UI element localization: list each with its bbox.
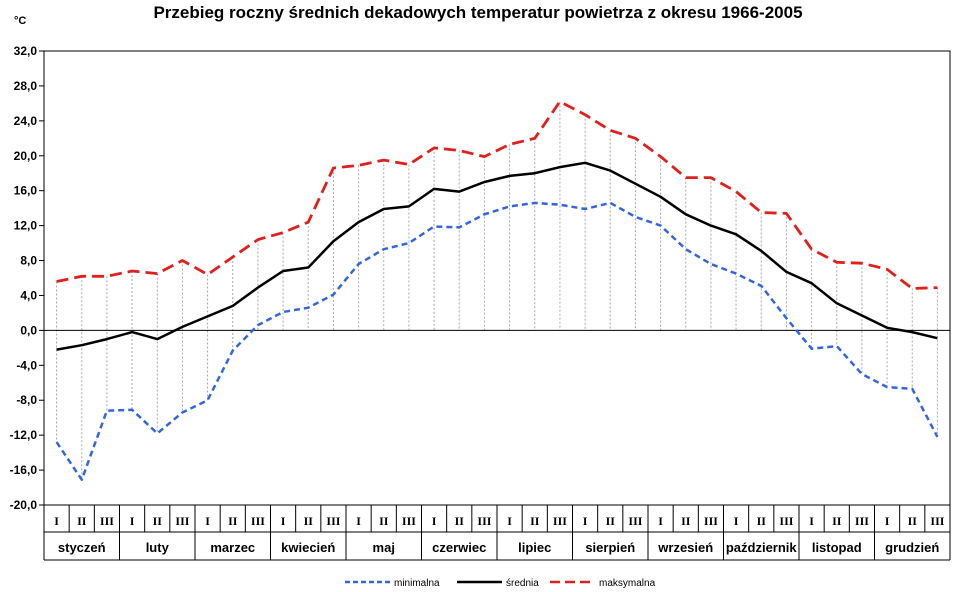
month-label: październik xyxy=(726,540,798,555)
decade-label: II xyxy=(530,514,540,528)
chart-title: Przebieg roczny średnich dekadowych temp… xyxy=(153,3,803,22)
decade-label: I xyxy=(130,514,135,528)
month-label: styczeń xyxy=(58,540,106,555)
legend-label-średnia: średnia xyxy=(506,578,539,589)
month-label: grudzień xyxy=(885,540,939,555)
decade-label: III xyxy=(704,514,718,528)
plot-area xyxy=(43,50,951,506)
decade-label: I xyxy=(809,514,814,528)
decade-label: II xyxy=(153,514,163,528)
decade-label: III xyxy=(628,514,642,528)
decade-label: II xyxy=(757,514,767,528)
y-tick-label: 0,0 xyxy=(20,323,37,337)
decade-label: II xyxy=(228,514,238,528)
decade-label: I xyxy=(281,514,286,528)
decade-label: II xyxy=(379,514,389,528)
decade-label: II xyxy=(606,514,616,528)
decade-label: II xyxy=(832,514,842,528)
y-tick-label: -20,0 xyxy=(10,498,38,512)
y-tick-label: 4,0 xyxy=(20,288,37,302)
decade-label: I xyxy=(885,514,890,528)
decade-label: I xyxy=(658,514,663,528)
y-tick-label: -8,0 xyxy=(16,393,37,407)
decade-label: III xyxy=(100,514,114,528)
month-label: lipiec xyxy=(518,540,551,555)
series-line-średnia xyxy=(56,161,938,351)
decade-label: III xyxy=(175,514,189,528)
decade-label: III xyxy=(402,514,416,528)
y-tick-label: 8,0 xyxy=(20,254,37,268)
decade-label: II xyxy=(304,514,314,528)
y-tick-label: 16,0 xyxy=(14,184,38,198)
decade-label: I xyxy=(507,514,512,528)
decade-label: III xyxy=(855,514,869,528)
y-axis-unit: °C xyxy=(14,15,27,27)
decade-label: I xyxy=(205,514,210,528)
y-tick-label: -12,0 xyxy=(10,428,38,442)
decade-label: I xyxy=(54,514,59,528)
decade-label: III xyxy=(779,514,793,528)
decade-label: III xyxy=(477,514,491,528)
month-label: listopad xyxy=(812,540,862,555)
decade-label: II xyxy=(908,514,918,528)
series-line-minimalna xyxy=(55,201,939,481)
legend-label-maksymalna: maksymalna xyxy=(599,578,656,589)
y-tick-label: -16,0 xyxy=(10,463,38,477)
decade-label: I xyxy=(432,514,437,528)
month-label: kwiecień xyxy=(281,540,335,555)
y-tick-label: 28,0 xyxy=(14,79,38,93)
decade-label: II xyxy=(77,514,87,528)
decade-label: II xyxy=(455,514,465,528)
y-tick-label: -4,0 xyxy=(16,358,37,372)
month-label: wrzesień xyxy=(657,540,713,555)
decade-label: I xyxy=(734,514,739,528)
legend-label-minimalna: minimalna xyxy=(394,578,440,589)
decade-label: I xyxy=(356,514,361,528)
month-label: maj xyxy=(373,540,395,555)
decade-label: II xyxy=(681,514,691,528)
decade-label: III xyxy=(553,514,567,528)
series-line-maksymalna xyxy=(56,100,938,290)
decade-label: III xyxy=(251,514,265,528)
decade-label: III xyxy=(930,514,944,528)
y-tick-label: 20,0 xyxy=(14,149,38,163)
y-tick-label: 12,0 xyxy=(14,219,38,233)
y-tick-label: 24,0 xyxy=(14,114,38,128)
month-label: czerwiec xyxy=(432,540,486,555)
month-label: sierpień xyxy=(585,540,635,555)
decade-label: III xyxy=(326,514,340,528)
month-label: marzec xyxy=(210,540,255,555)
y-tick-label: 32,0 xyxy=(14,44,38,58)
decade-label: I xyxy=(583,514,588,528)
month-label: luty xyxy=(146,540,170,555)
